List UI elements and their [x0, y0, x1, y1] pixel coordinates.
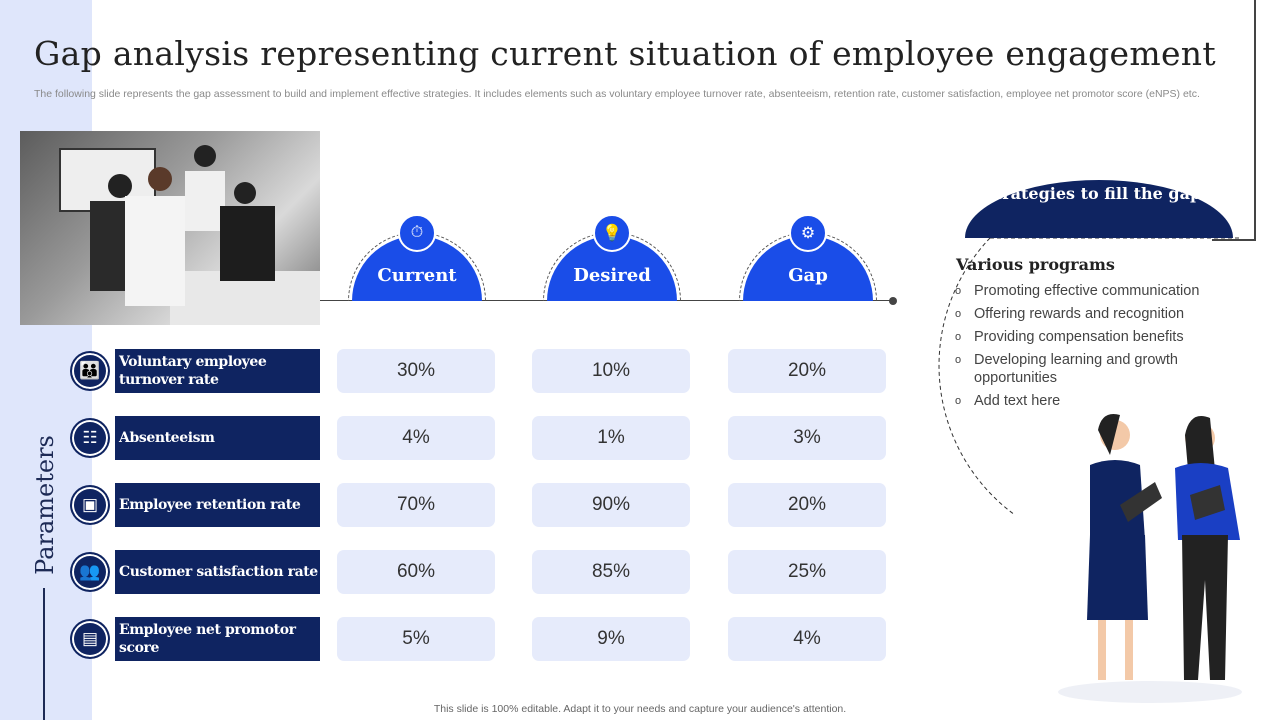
- presentation-icon: ▣: [70, 485, 110, 525]
- parameter-label: Employee retention rate: [115, 483, 320, 527]
- dashed-circle: [938, 237, 1240, 516]
- value-cell: 4%: [728, 617, 886, 661]
- value-cell: 20%: [728, 349, 886, 393]
- team-photo: [20, 131, 320, 325]
- value-cell: 3%: [728, 416, 886, 460]
- list-item: Providing compensation benefits: [955, 328, 1215, 346]
- group-icon: 👥: [70, 552, 110, 592]
- parameters-label: Parameters: [31, 435, 59, 575]
- frame-line: [1212, 239, 1256, 241]
- stopwatch-icon: ⏱: [398, 214, 436, 252]
- value-cell: 70%: [337, 483, 495, 527]
- analysis-icon: ⚙: [789, 214, 827, 252]
- list-item: Promoting effective communication: [955, 282, 1215, 300]
- value-cell: 4%: [337, 416, 495, 460]
- parameter-label: Customer satisfaction rate: [115, 550, 320, 594]
- subtitle: The following slide represents the gap a…: [34, 88, 1200, 100]
- various-programs: Various programs: [956, 255, 1115, 274]
- page-title: Gap analysis representing current situat…: [34, 34, 1216, 73]
- timeline-dot: [889, 297, 897, 305]
- parameter-label: Absenteeism: [115, 416, 320, 460]
- hierarchy-icon: ☷: [70, 418, 110, 458]
- value-cell: 90%: [532, 483, 690, 527]
- value-cell: 60%: [337, 550, 495, 594]
- parameter-label: Voluntary employee turnover rate: [115, 349, 320, 393]
- value-cell: 1%: [532, 416, 690, 460]
- value-cell: 20%: [728, 483, 886, 527]
- value-cell: 85%: [532, 550, 690, 594]
- people-icon: 👪: [70, 351, 110, 391]
- list-item: Developing learning and growth opportuni…: [955, 351, 1215, 387]
- value-cell: 9%: [532, 617, 690, 661]
- businesswomen-illustration: [1058, 414, 1242, 703]
- scorecard-icon: ▤: [70, 619, 110, 659]
- value-cell: 30%: [337, 349, 495, 393]
- value-cell: 10%: [532, 349, 690, 393]
- footer-note: This slide is 100% editable. Adapt it to…: [433, 703, 847, 715]
- list-item: Offering rewards and recognition: [955, 305, 1215, 323]
- parameters-line: [43, 588, 45, 720]
- value-cell: 5%: [337, 617, 495, 661]
- list-item: Add text here: [955, 392, 1215, 410]
- parameter-label: Employee net promotor score: [115, 617, 320, 661]
- strategies-heading: Strategies to fill the gap –: [965, 180, 1233, 238]
- value-cell: 25%: [728, 550, 886, 594]
- frame-line: [1254, 0, 1256, 241]
- lightbulb-icon: 💡: [593, 214, 631, 252]
- strategies-list: Promoting effective communication Offeri…: [955, 282, 1215, 415]
